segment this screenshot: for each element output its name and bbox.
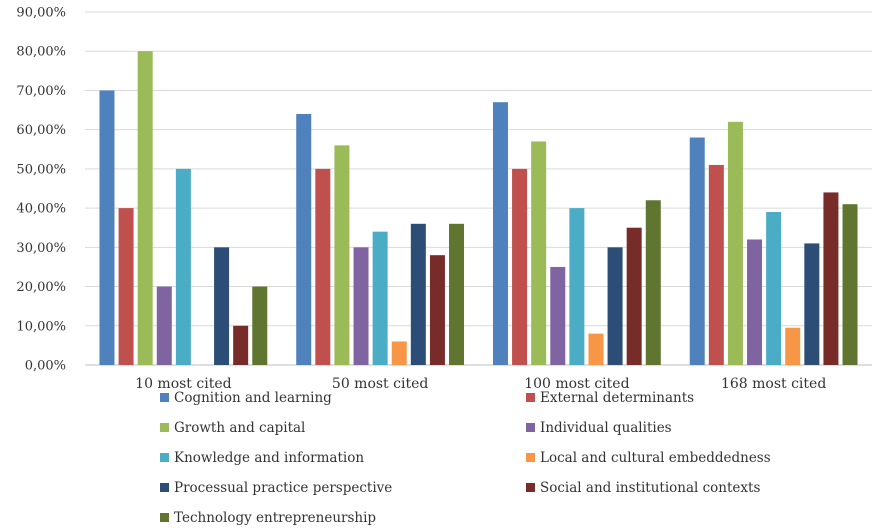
bar — [626, 227, 642, 365]
bar — [727, 121, 743, 365]
y-tick-label: 60,00% — [16, 123, 66, 138]
y-tick-label: 50,00% — [16, 162, 66, 177]
bar — [804, 243, 820, 365]
legend-label: Processual practice perspective — [174, 480, 392, 496]
bar — [645, 200, 661, 365]
bar — [252, 286, 268, 365]
bar — [607, 247, 623, 365]
bar — [156, 286, 172, 365]
legend-swatch — [526, 483, 535, 492]
y-tick-label: 10,00% — [16, 319, 66, 334]
y-tick-label: 40,00% — [16, 202, 66, 217]
bar — [137, 51, 153, 365]
bar — [766, 212, 782, 365]
legend-swatch — [160, 423, 169, 432]
bar — [569, 208, 585, 365]
bar — [315, 168, 331, 365]
bar — [492, 102, 508, 365]
bar — [512, 168, 528, 365]
bar — [118, 208, 134, 365]
y-tick-label: 20,00% — [16, 280, 66, 295]
legend-swatch — [526, 453, 535, 462]
bar — [99, 90, 115, 365]
bar — [353, 247, 369, 365]
bar — [372, 231, 388, 365]
bar — [550, 266, 566, 365]
x-category-label: 168 most cited — [721, 376, 826, 392]
bar — [429, 255, 445, 365]
bar — [689, 137, 705, 365]
legend-label: Technology entrepreneurship — [174, 510, 376, 526]
legend-swatch — [526, 393, 535, 402]
bar — [334, 145, 350, 365]
legend-label: Knowledge and information — [174, 450, 364, 466]
legend-label: Local and cultural embeddedness — [540, 450, 771, 466]
y-tick-label: 70,00% — [16, 84, 66, 99]
bar — [296, 113, 312, 365]
bar — [588, 333, 604, 365]
legend-swatch — [160, 393, 169, 402]
legend-label: Social and institutional contexts — [540, 480, 760, 496]
bar — [708, 164, 724, 365]
x-category-label: 100 most cited — [524, 376, 629, 392]
bar — [785, 327, 801, 365]
bar — [410, 223, 426, 365]
legend-swatch — [160, 513, 169, 522]
bar — [823, 192, 839, 365]
y-tick-label: 30,00% — [16, 241, 66, 256]
x-category-label: 10 most cited — [135, 376, 231, 392]
y-tick-label: 0,00% — [25, 359, 66, 374]
y-tick-label: 90,00% — [16, 6, 66, 21]
bar — [842, 204, 858, 365]
legend-swatch — [526, 423, 535, 432]
bar — [214, 247, 230, 365]
legend-label: External determinants — [540, 390, 694, 406]
bar — [449, 223, 465, 365]
bar — [233, 325, 249, 365]
legend-label: Growth and capital — [174, 420, 305, 436]
legend-swatch — [160, 453, 169, 462]
bar — [747, 239, 763, 365]
bar — [531, 141, 547, 365]
legend-swatch — [160, 483, 169, 492]
legend-label: Cognition and learning — [174, 390, 332, 406]
bar — [175, 168, 191, 365]
x-category-label: 50 most cited — [332, 376, 428, 392]
legend-label: Individual qualities — [540, 420, 672, 436]
bar — [391, 341, 407, 365]
y-tick-label: 80,00% — [16, 45, 66, 60]
